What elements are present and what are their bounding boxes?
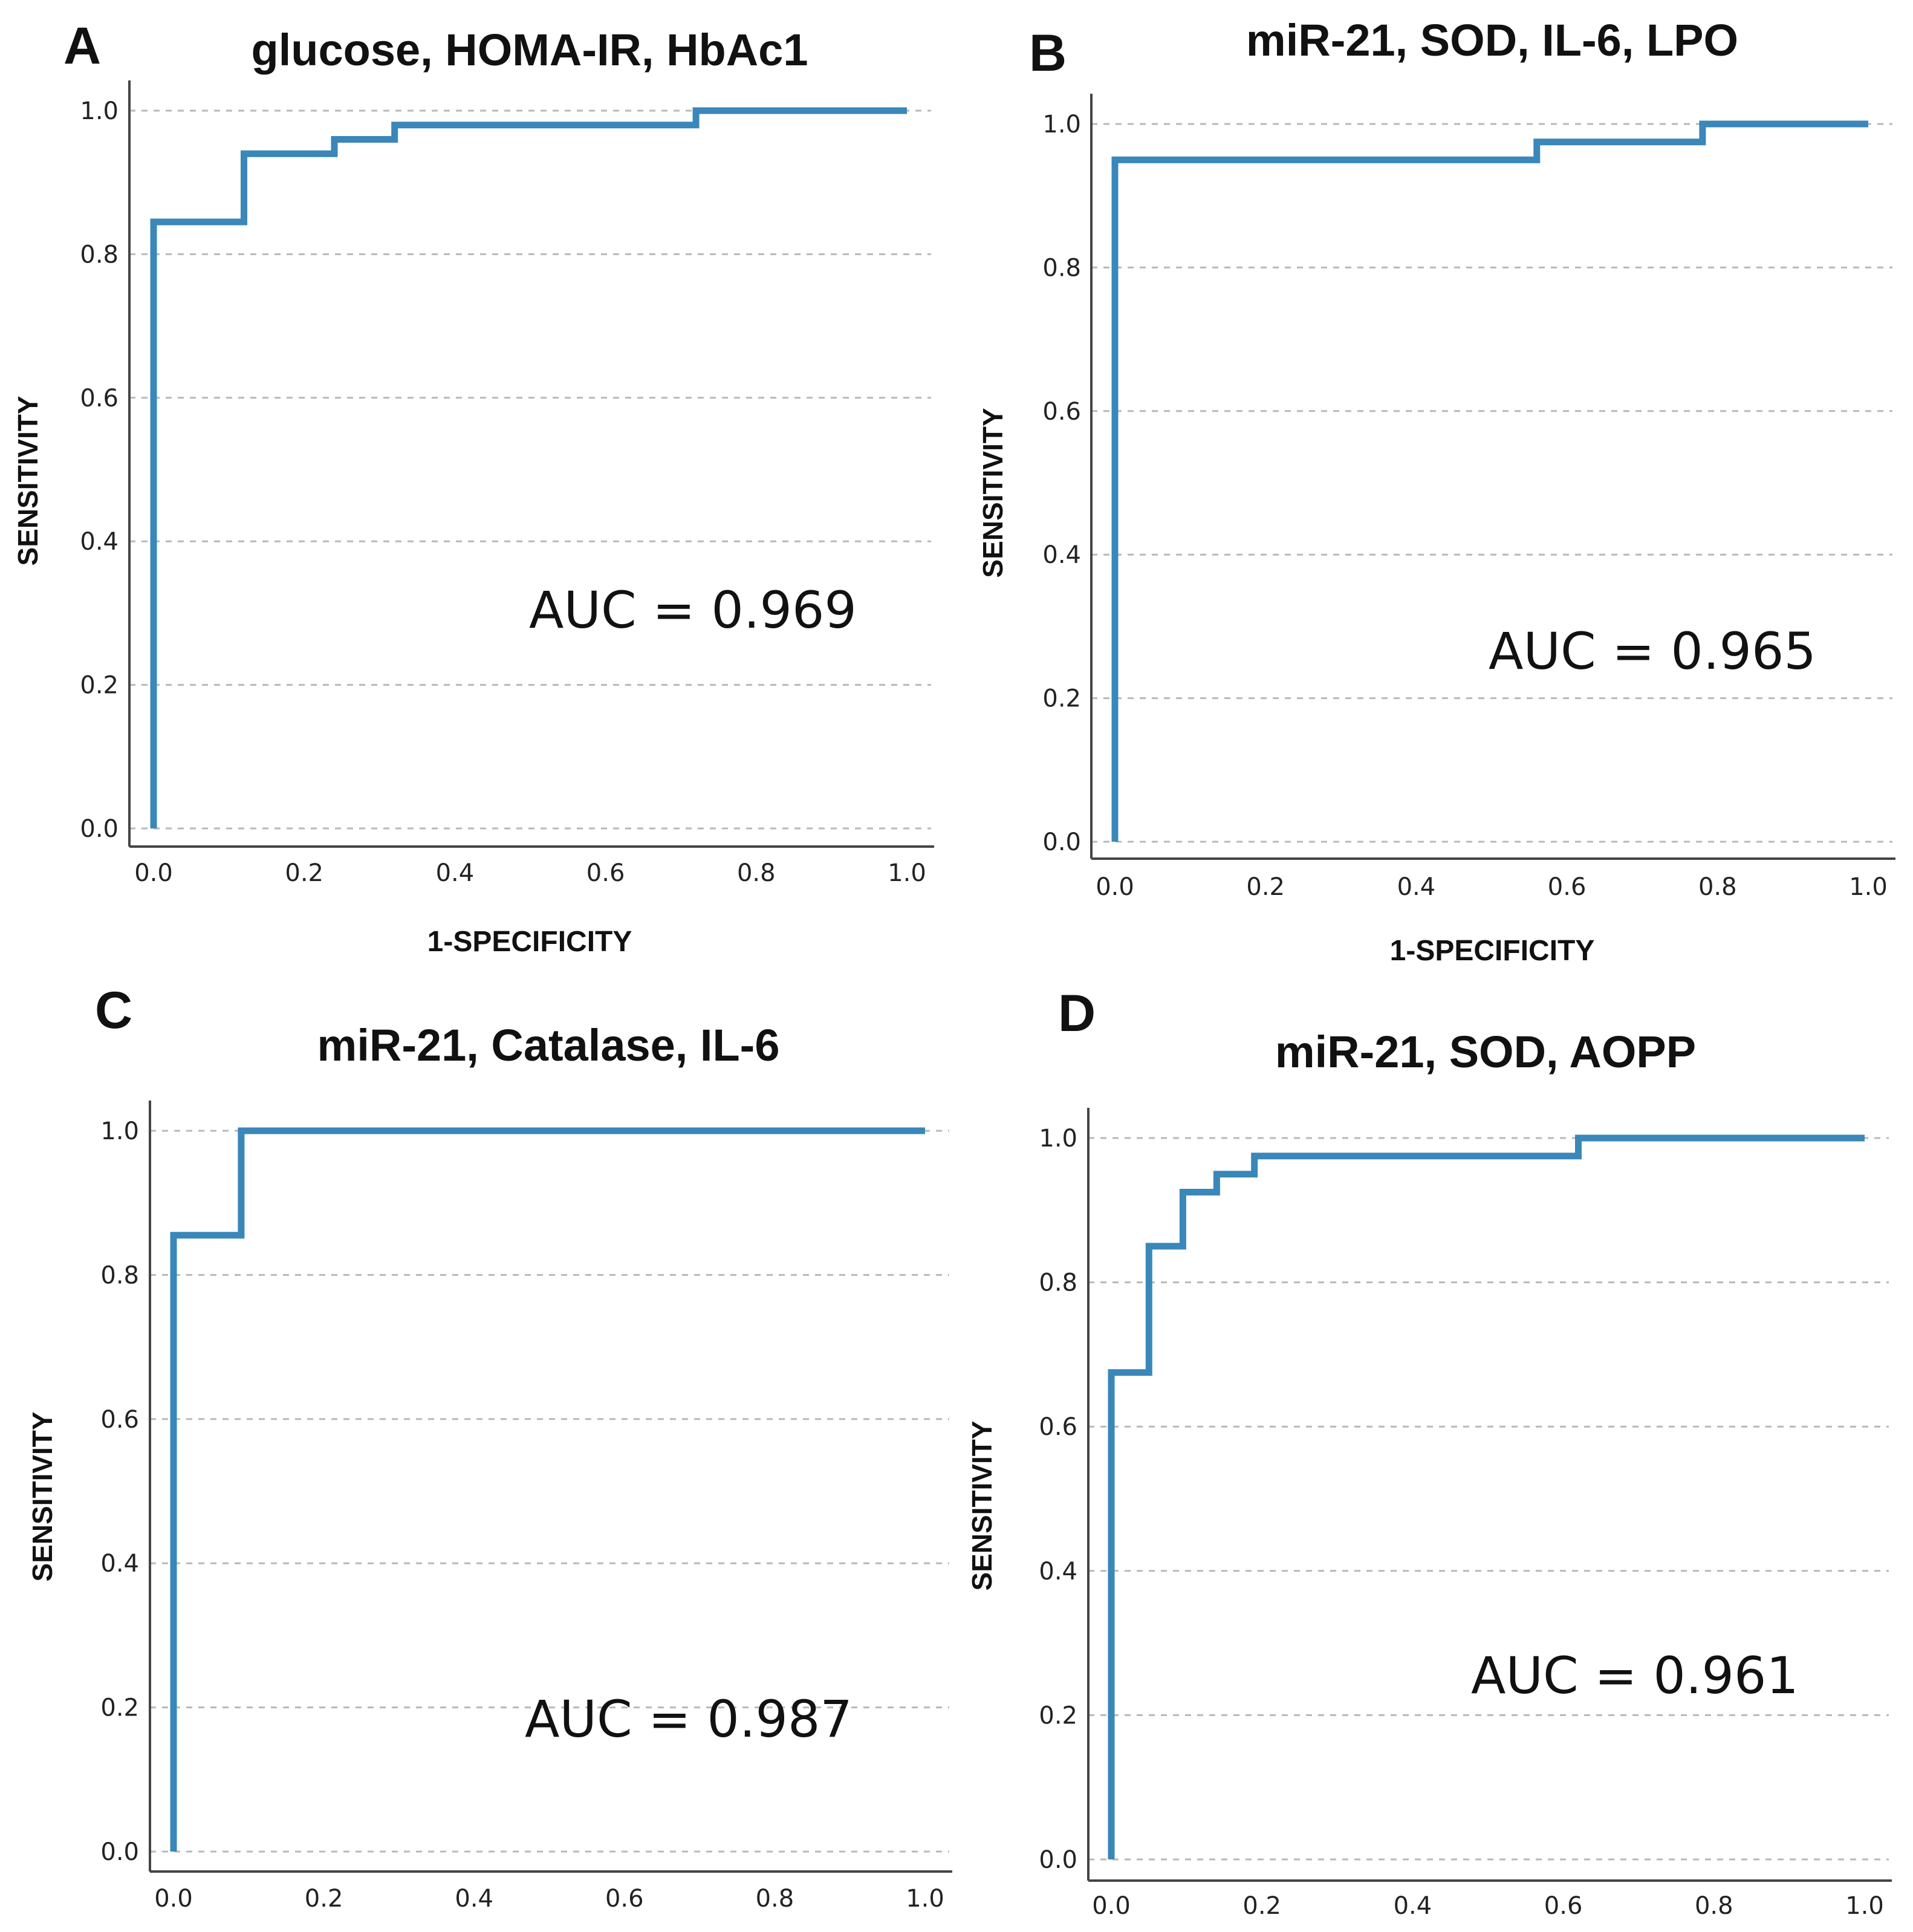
y-tick-label: 0.0: [80, 815, 119, 843]
x-tick-label: 0.4: [455, 1885, 493, 1913]
panel-letter: A: [63, 17, 101, 75]
y-axis-label: SENSITIVITY: [966, 1420, 998, 1590]
chart-title: miR-21, SOD, IL-6, LPO: [1246, 15, 1738, 65]
x-tick-label: 0.8: [1698, 873, 1737, 901]
x-tick-label: 0.0: [1096, 873, 1134, 901]
y-tick-label: 0.4: [1039, 1558, 1077, 1586]
x-tick-label: 0.2: [1242, 1892, 1281, 1920]
panel-letter: B: [1029, 24, 1067, 82]
y-axis-label: SENSITIVITY: [977, 408, 1008, 577]
x-tick-label: 0.6: [1544, 1892, 1583, 1920]
x-tick-label: 1.0: [888, 859, 926, 887]
y-tick-label: 0.4: [1042, 541, 1081, 569]
panel-b: 0.0 0.2 0.4 0.6 0.8 1.0 0.0 0.2 0.4 0.6 0.8 1.0 B miR…: [977, 15, 1895, 967]
x-tick-label: 1.0: [1845, 1892, 1884, 1920]
x-tick-label: 0.2: [305, 1885, 343, 1913]
x-tick-label: 0.0: [1092, 1892, 1131, 1920]
x-tick-label: 0.8: [756, 1885, 794, 1913]
chart-title: miR-21, SOD, AOPP: [1275, 1027, 1696, 1077]
chart-title: glucose, HOMA-IR, HbAc1: [252, 25, 808, 75]
x-tick-label: 0.6: [605, 1885, 644, 1913]
x-tick-label: 0.4: [1394, 1892, 1432, 1920]
auc-annotation: AUC = 0.965: [1489, 622, 1816, 681]
y-tick-label: 0.6: [1042, 398, 1081, 426]
x-tick-label: 0.2: [1246, 873, 1285, 901]
y-tick-label: 0.6: [1039, 1413, 1077, 1441]
x-axis-label: 1-SPECIFICITY: [1390, 935, 1595, 967]
x-tick-label: 0.8: [1695, 1892, 1733, 1920]
y-tick-label: 0.8: [80, 241, 119, 268]
y-tick-label: 0.2: [1039, 1702, 1077, 1729]
x-tick-label: 1.0: [906, 1885, 944, 1913]
y-tick-label: 0.0: [1039, 1846, 1077, 1874]
x-tick-label: 0.6: [586, 859, 625, 887]
x-tick-label: 0.4: [436, 859, 475, 887]
y-tick-label: 0.8: [1039, 1269, 1077, 1297]
roc-curve-b: [1111, 120, 1868, 842]
y-tick-label: 0.2: [80, 672, 119, 700]
roc-curve-d: [1108, 1134, 1865, 1859]
x-tick-label: 0.2: [285, 859, 323, 887]
y-tick-label: 0.0: [100, 1838, 139, 1866]
auc-annotation: AUC = 0.969: [529, 581, 857, 640]
y-tick-label: 1.0: [80, 97, 119, 125]
roc-curve-a: [150, 107, 907, 828]
y-tick-label: 0.2: [1042, 685, 1081, 713]
auc-annotation: AUC = 0.961: [1471, 1646, 1799, 1705]
chart-title: miR-21, Catalase, IL-6: [317, 1020, 780, 1070]
x-tick-label: 0.0: [134, 859, 173, 887]
y-axis-label: SENSITIVITY: [12, 395, 44, 565]
y-tick-label: 0.6: [80, 385, 119, 412]
y-tick-label: 1.0: [100, 1117, 139, 1145]
x-tick-label: 0.8: [737, 859, 776, 887]
x-tick-label: 0.4: [1397, 873, 1436, 901]
auc-annotation: AUC = 0.987: [525, 1690, 853, 1749]
x-tick-label: 1.0: [1849, 873, 1888, 901]
y-tick-label: 1.0: [1042, 111, 1081, 138]
y-tick-label: 0.6: [100, 1406, 139, 1434]
y-tick-label: 0.2: [100, 1694, 139, 1722]
x-axis-label: 1-SPECIFICITY: [427, 926, 632, 958]
y-tick-label: 0.4: [100, 1550, 139, 1578]
y-axis-label: SENSITIVITY: [27, 1411, 58, 1581]
y-tick-label: 0.8: [100, 1261, 139, 1289]
y-tick-label: 0.0: [1042, 828, 1081, 856]
panel-letter: D: [1058, 984, 1096, 1042]
panel-a: 0.0 0.2 0.4 0.6 0.8 1.0 0.0 0.2 0.4 0.6 0.8 1.0 A glu…: [12, 17, 934, 958]
x-tick-label: 0.0: [154, 1885, 193, 1913]
roc-curve-c: [170, 1127, 925, 1852]
y-tick-label: 0.4: [80, 528, 119, 556]
panel-d: 0.0 0.2 0.4 0.6 0.8 1.0 0.0 0.2 0.4 0.6 0.8 1.0 DmiR…: [966, 984, 1892, 1920]
panel-c: 0.0 0.2 0.4 0.6 0.8 1.0 0.0 0.2 0.4 0.6 0.8 1.0 CmiR…: [27, 981, 952, 1913]
panel-letter: C: [95, 981, 132, 1039]
y-tick-label: 1.0: [1039, 1125, 1077, 1153]
x-tick-label: 0.6: [1548, 873, 1587, 901]
y-tick-label: 0.8: [1042, 254, 1081, 282]
